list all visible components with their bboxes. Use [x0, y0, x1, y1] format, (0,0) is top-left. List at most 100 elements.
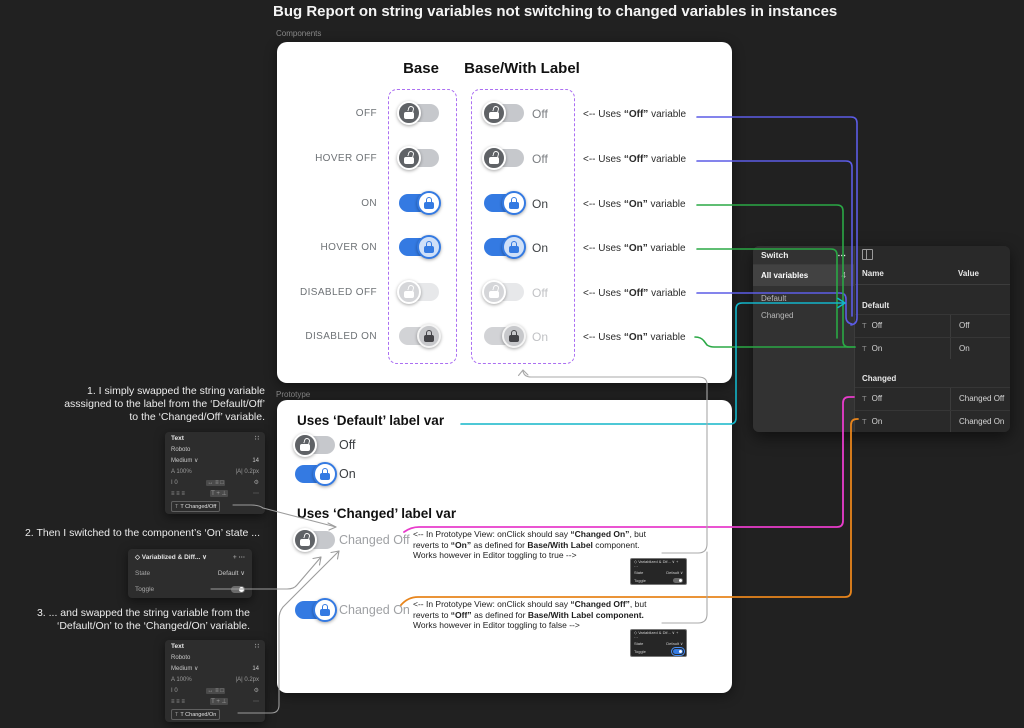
- labeled-toggle[interactable]: [484, 191, 526, 215]
- text-align-icons[interactable]: ≡ ≡ ≡: [171, 490, 185, 497]
- base-toggle[interactable]: [399, 235, 441, 259]
- base-toggle[interactable]: [399, 191, 441, 215]
- inset-state-value: Default ∨: [666, 569, 683, 575]
- variables-table: Name Value Default T Off Off T On On Changed …: [855, 246, 1010, 432]
- lock-icon: [482, 146, 506, 170]
- font-family-select[interactable]: Roboto: [171, 654, 191, 661]
- base-toggle[interactable]: [397, 280, 439, 304]
- paragraph-spacing-input[interactable]: I 0: [171, 479, 178, 486]
- resize-icons[interactable]: ↔ ≡ □: [206, 479, 225, 486]
- panel-title: Text: [171, 434, 184, 442]
- labeled-toggle[interactable]: [482, 280, 524, 304]
- text-properties-panel: Text ∷ Roboto Medium ∨ 14 A 100% |A| 0.2px …: [165, 432, 265, 514]
- lock-icon: [502, 191, 526, 215]
- inset-toggle-label: Toggle: [634, 577, 646, 583]
- group-header-changed: Changed: [862, 374, 897, 384]
- lock-icon: [397, 101, 421, 125]
- grid-icon[interactable]: ∷: [254, 435, 259, 442]
- line-height-input[interactable]: A 100%: [171, 676, 192, 683]
- prototype-off-label: Off: [339, 438, 356, 452]
- paragraph-spacing-input[interactable]: I 0: [171, 687, 178, 694]
- component-row: OFF Off <-- Uses “Off” variable: [277, 101, 732, 125]
- inset-state-value: Default ∨: [666, 640, 683, 646]
- editor-inset-false: ◇ Variablized & Dif... ∨ + ⋯ State Defaul…: [630, 629, 687, 657]
- line-height-input[interactable]: A 100%: [171, 468, 192, 475]
- vertical-align-icons[interactable]: T + ⊥: [210, 698, 228, 705]
- state-select[interactable]: Default ∨: [217, 570, 245, 577]
- font-weight-select[interactable]: Medium ∨: [171, 458, 199, 464]
- letter-spacing-input[interactable]: |A| 0.2px: [235, 468, 259, 475]
- string-type-icon: T: [862, 394, 867, 404]
- labeled-toggle[interactable]: [484, 235, 526, 259]
- labeled-toggle[interactable]: [482, 101, 524, 125]
- variable-count: 4: [841, 271, 846, 280]
- page-title: Bug Report on string variables not switc…: [273, 3, 838, 20]
- more-menu-icon[interactable]: ⋯: [837, 249, 847, 260]
- column-header-base: Base: [403, 60, 439, 77]
- bug-annotation-changed-off: <-- In Prototype View: onClick should sa…: [413, 529, 646, 561]
- gear-icon[interactable]: ⚙: [253, 688, 259, 694]
- prototype-off-toggle[interactable]: [293, 433, 335, 457]
- resize-icons[interactable]: ↔ ≡ □: [206, 687, 225, 694]
- variable-row[interactable]: T On Changed On: [855, 409, 1010, 432]
- text-align-icons[interactable]: ≡ ≡ ≡: [171, 698, 185, 705]
- changed-on-toggle[interactable]: [295, 598, 337, 622]
- columns-icon[interactable]: [862, 249, 873, 261]
- labeled-toggle[interactable]: [484, 324, 526, 348]
- sidebar-item-all-variables[interactable]: All variables 4: [753, 265, 854, 286]
- component-row: ON On <-- Uses “On” variable: [277, 191, 732, 215]
- font-size-input[interactable]: 14: [252, 665, 259, 672]
- state-label: OFF: [355, 108, 377, 119]
- component-name[interactable]: ◇ Variablized & Diff... ∨: [135, 554, 207, 561]
- font-family-select[interactable]: Roboto: [171, 446, 191, 453]
- component-row: DISABLED OFF Off <-- Uses “Off” variable: [277, 280, 732, 304]
- state-label: DISABLED OFF: [299, 287, 377, 298]
- sidebar-item-changed[interactable]: Changed: [761, 311, 794, 320]
- variable-row[interactable]: T Off Off: [855, 314, 1010, 337]
- base-toggle[interactable]: [397, 146, 439, 170]
- toggle-prop-switch[interactable]: [231, 585, 245, 593]
- font-weight-select[interactable]: Medium ∨: [171, 666, 199, 672]
- lock-icon: [482, 101, 506, 125]
- base-toggle[interactable]: [397, 101, 439, 125]
- unlock-icon: [293, 528, 317, 552]
- lock-icon: [397, 146, 421, 170]
- state-label: HOVER ON: [320, 242, 377, 253]
- toggle-text-label: On: [532, 330, 549, 344]
- letter-spacing-input[interactable]: |A| 0.2px: [235, 676, 259, 683]
- variable-row[interactable]: T Off Changed Off: [855, 387, 1010, 410]
- component-state-panel: ◇ Variablized & Diff... ∨ + ⋯ State Defaul…: [128, 549, 252, 598]
- base-with-label-component-outline: [471, 89, 575, 364]
- variable-row[interactable]: T On On: [855, 336, 1010, 359]
- component-row: DISABLED ON On <-- Uses “On” variable: [277, 324, 732, 348]
- lock-icon: [502, 324, 526, 348]
- note-2-text: 2. Then I switched to the component’s ‘O…: [24, 527, 260, 539]
- sidebar-item-default[interactable]: Default: [761, 294, 787, 303]
- string-type-icon: T: [862, 416, 867, 426]
- font-size-input[interactable]: 14: [252, 457, 259, 464]
- prototype-on-toggle[interactable]: [295, 462, 337, 486]
- more-icon[interactable]: ⋯: [253, 491, 259, 497]
- inset-header: ◇ Variablized & Dif... ∨ + ⋯: [634, 630, 679, 640]
- editor-inset-true: ◇ Variablized & Dif... ∨ + ⋯ State Defaul…: [630, 558, 687, 585]
- state-label: State: [135, 569, 151, 577]
- variable-annotation: <-- Uses “On” variable: [583, 199, 686, 210]
- base-toggle[interactable]: [399, 324, 441, 348]
- lock-icon: [502, 235, 526, 259]
- swap-and-more-icons[interactable]: + ⋯: [232, 554, 245, 561]
- toggle-text-label: On: [532, 241, 549, 255]
- more-icon[interactable]: ⋯: [253, 699, 259, 705]
- bug-annotation-changed-on: <-- In Prototype View: onClick should sa…: [413, 599, 647, 631]
- variables-sidebar: Switch ⋯ All variables 4 Default Changed: [753, 246, 855, 432]
- vertical-align-icons[interactable]: T + ⊥: [210, 490, 228, 497]
- string-type-icon: T: [862, 321, 867, 331]
- labeled-toggle[interactable]: [482, 146, 524, 170]
- grid-icon[interactable]: ∷: [254, 643, 259, 650]
- gear-icon[interactable]: ⚙: [253, 480, 259, 486]
- string-type-icon: T: [175, 711, 179, 718]
- changed-off-toggle[interactable]: [293, 528, 335, 552]
- note-3-text: 3. ... and swapped the string variable f…: [36, 607, 250, 632]
- name-column-header: Name: [862, 269, 884, 279]
